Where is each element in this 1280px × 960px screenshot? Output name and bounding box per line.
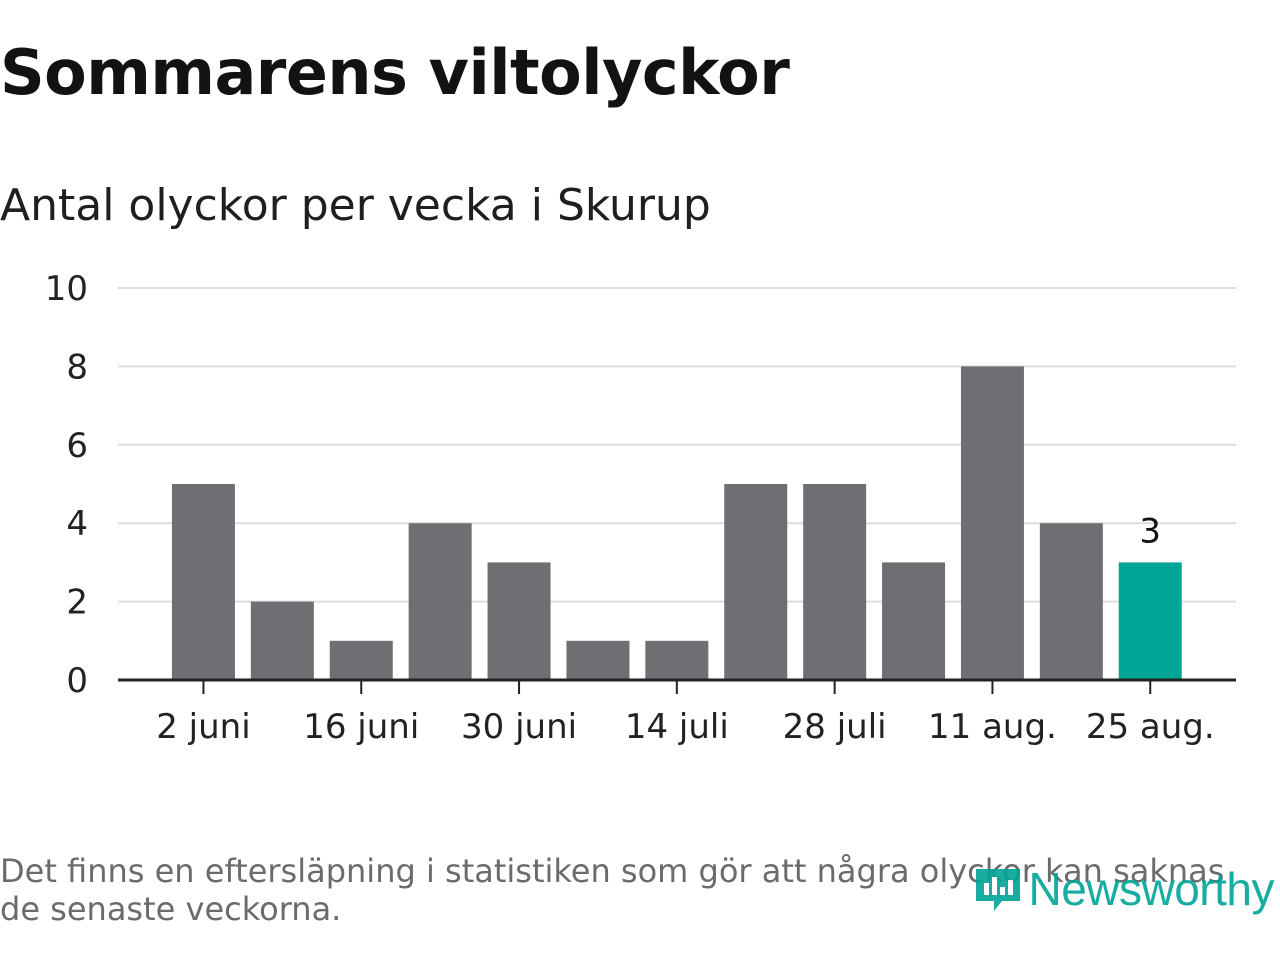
bar bbox=[1118, 562, 1182, 680]
chart-title: Sommarens viltolyckor bbox=[0, 36, 790, 109]
y-tick-label: 8 bbox=[66, 347, 88, 387]
x-axis bbox=[118, 678, 1236, 694]
bar bbox=[960, 366, 1024, 680]
newsworthy-logo: Newsworthy bbox=[972, 862, 1274, 916]
y-tick-label: 4 bbox=[66, 504, 88, 544]
x-tick-label: 2 juni bbox=[156, 707, 250, 747]
y-tick-label: 10 bbox=[45, 269, 88, 309]
bar bbox=[408, 523, 472, 680]
x-tick-label: 14 juli bbox=[625, 707, 729, 747]
bar bbox=[171, 484, 235, 680]
logo-text: Newsworthy bbox=[1028, 863, 1274, 915]
x-tick-label: 16 juni bbox=[303, 707, 419, 747]
bar bbox=[487, 562, 551, 680]
bar bbox=[882, 562, 946, 680]
x-tick-label: 11 aug. bbox=[928, 707, 1057, 747]
bar-chart: 0 2 4 6 8 10 2 juni 16 juni 30 juni 14 juli 28 ju… bbox=[45, 269, 1236, 747]
y-tick-label: 0 bbox=[66, 661, 88, 701]
bar bbox=[250, 601, 314, 680]
x-tick-label: 30 juni bbox=[461, 707, 577, 747]
chart-subtitle: Antal olyckor per vecka i Skurup bbox=[0, 180, 711, 231]
x-tick-label: 28 juli bbox=[783, 707, 887, 747]
data-labels: 3 bbox=[1139, 511, 1161, 551]
y-tick-label: 6 bbox=[66, 426, 88, 466]
y-tick-label: 2 bbox=[66, 583, 88, 623]
y-axis-tick-labels: 0 2 4 6 8 10 bbox=[45, 269, 88, 701]
bar bbox=[724, 484, 788, 680]
bar bbox=[566, 640, 630, 680]
bars bbox=[171, 366, 1182, 680]
x-tick-label: 25 aug. bbox=[1086, 707, 1215, 747]
bar bbox=[1039, 523, 1103, 680]
bar bbox=[645, 640, 709, 680]
bar bbox=[803, 484, 867, 680]
x-axis-tick-labels: 2 juni 16 juni 30 juni 14 juli 28 juli 11 aug… bbox=[156, 707, 1214, 747]
data-label: 3 bbox=[1139, 511, 1161, 551]
bar bbox=[329, 640, 393, 680]
newsworthy-logo-icon bbox=[976, 869, 1021, 911]
